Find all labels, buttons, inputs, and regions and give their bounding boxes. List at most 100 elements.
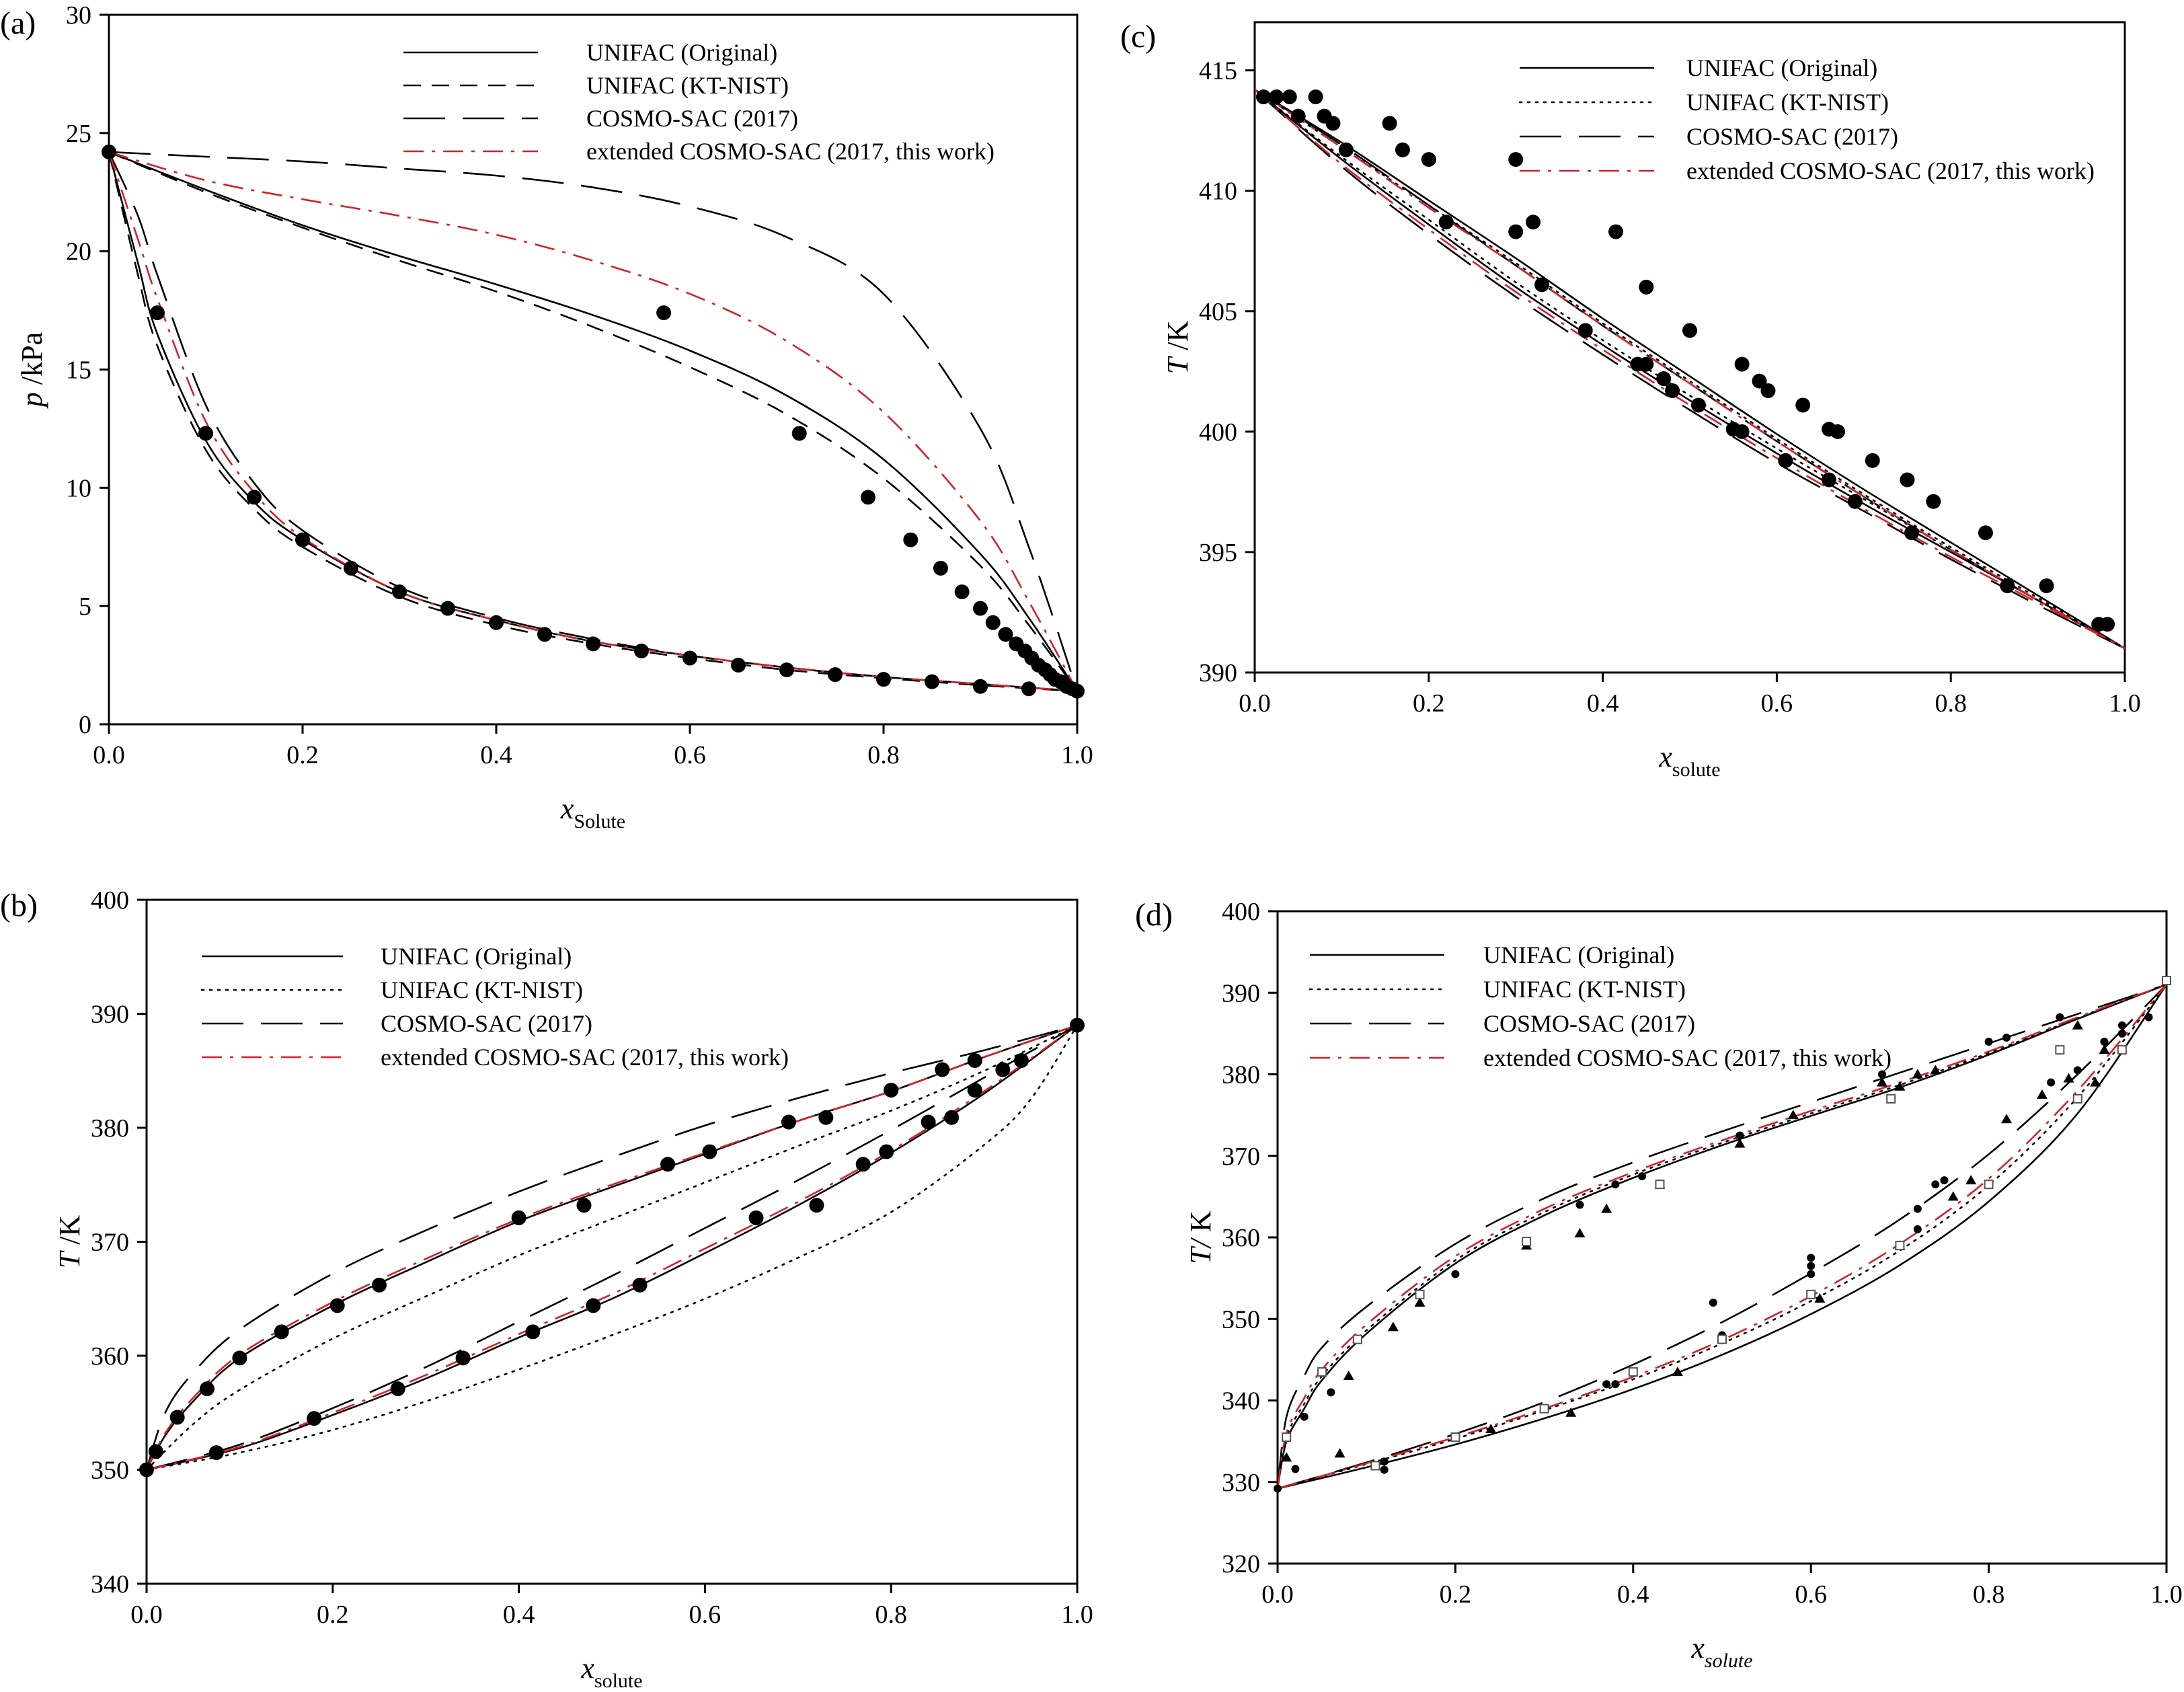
data-point (1577, 323, 1593, 338)
data-point (392, 584, 407, 600)
data-point-triangle (2001, 1114, 2013, 1124)
data-point-square (2055, 1045, 2065, 1055)
y-tick-label: 360 (91, 1342, 129, 1371)
data-point (921, 1114, 936, 1130)
data-point-circle (2047, 1078, 2056, 1087)
data-point-circle (1611, 1380, 1620, 1389)
data-point (1282, 89, 1297, 105)
data-point-circle (2056, 1013, 2064, 1022)
data-point-circle (1913, 1225, 1922, 1233)
data-point (1656, 371, 1672, 387)
data-point (150, 305, 165, 321)
y-tick-label: 0 (79, 711, 91, 739)
series-line-3-dew (109, 151, 1077, 693)
data-point (903, 532, 919, 547)
legend-label: COSMO-SAC (2017) (1686, 123, 1898, 150)
data-point-circle (1913, 1204, 1922, 1213)
data-point-triangle (1947, 1191, 1959, 1201)
x-tick-label: 0.0 (93, 741, 125, 769)
data-point (1421, 152, 1436, 167)
data-point-square (1317, 1367, 1327, 1377)
data-point (307, 1411, 322, 1426)
y-tick-label: 390 (1222, 979, 1260, 1007)
data-point-square (1655, 1180, 1665, 1190)
data-point-circle (1984, 1038, 1993, 1046)
x-tick-label: 0.8 (867, 741, 900, 769)
data-point-triangle (1930, 1065, 1941, 1075)
data-point-triangle (1281, 1452, 1292, 1462)
data-point (998, 627, 1013, 642)
plot-frame (1276, 910, 2168, 1565)
data-point (967, 1083, 982, 1098)
data-point (973, 601, 988, 616)
x-tick-label: 0.6 (1761, 689, 1793, 718)
data-point (1382, 116, 1397, 131)
data-point-circle (2144, 1013, 2153, 1022)
y-tick-label: 415 (1199, 57, 1237, 85)
series-line-2-dew (109, 151, 1077, 693)
data-point (1070, 1017, 1085, 1033)
series-line-0-dew (147, 1024, 1077, 1471)
legend: UNIFAC (Original) UNIFAC (KT-NIST) COSMO-S… (1518, 54, 2095, 184)
series-line-0-dew (1255, 89, 2125, 650)
data-point (1926, 494, 1941, 509)
data-point (828, 667, 843, 683)
data-point-triangle (1894, 1081, 1906, 1091)
y-axis-label: T/ K (1184, 1210, 1217, 1264)
data-point-circle (1807, 1254, 1816, 1262)
series-line-0-dew (109, 151, 1077, 693)
data-point (1534, 277, 1550, 293)
y-tick-label: 390 (1199, 659, 1237, 687)
data-point (1338, 142, 1354, 157)
series-line-3-dew (1255, 89, 2125, 650)
data-point (1308, 89, 1323, 105)
data-point (511, 1210, 526, 1225)
data-point-triangle (2090, 1077, 2101, 1087)
data-point (876, 672, 891, 687)
data-point (855, 1157, 871, 1172)
series-line-1-dew (1278, 983, 2167, 1490)
data-point (1665, 383, 1680, 398)
data-point (455, 1350, 471, 1366)
series-line-2-dew (147, 1024, 1077, 1470)
data-point-circle (1274, 1484, 1282, 1493)
x-tick-label: 0.4 (1587, 689, 1619, 718)
x-axis-label: xsolute (1658, 740, 1720, 781)
data-point-circle (1291, 1465, 1300, 1473)
x-tick-label: 0.6 (674, 741, 706, 769)
legend-label: COSMO-SAC (2017) (1483, 1010, 1695, 1037)
data-point-circle (2100, 1038, 2109, 1046)
data-point-circle (1807, 1262, 1816, 1270)
data-point (2000, 578, 2015, 594)
plot-frame (1253, 21, 2126, 674)
plot-frame (145, 898, 1079, 1585)
panel-a: (a) 0.0 0.2 0.4 0.6 0.8 1.0 0 5 10 15 20 25 30 xSolute… (0, 1, 1093, 833)
legend-label: COSMO-SAC (2017) (381, 1010, 592, 1037)
data-point (1013, 1052, 1029, 1068)
data-point (1508, 224, 1524, 239)
series-line-2-bubble (147, 1024, 1077, 1471)
y-tick-label: 10 (66, 474, 91, 502)
x-tick-label: 0.0 (130, 1601, 163, 1629)
x-tick-label: 0.0 (1261, 1580, 1294, 1609)
y-tick-label: 20 (66, 238, 91, 266)
y-tick-label: 400 (1222, 898, 1260, 926)
x-tick-label: 0.2 (1413, 689, 1445, 718)
plot-area (147, 1024, 1077, 1471)
data-point (748, 1210, 764, 1225)
data-point-circle (1380, 1465, 1389, 1474)
data-point (632, 1277, 648, 1293)
data-point (586, 636, 600, 652)
data-point (440, 601, 455, 616)
data-point-triangle (1601, 1203, 1612, 1213)
y-tick-label: 15 (66, 356, 91, 385)
data-point-triangle (1485, 1423, 1497, 1433)
data-point-square (1539, 1403, 1549, 1414)
data-point-square (1895, 1241, 1905, 1251)
data-point-circle (1736, 1131, 1744, 1140)
data-point (576, 1198, 592, 1213)
data-point-square (1370, 1461, 1380, 1471)
series-line-0-dew (1278, 983, 2167, 1489)
data-point-circle (1380, 1457, 1389, 1466)
data-point-circle (1300, 1412, 1309, 1421)
